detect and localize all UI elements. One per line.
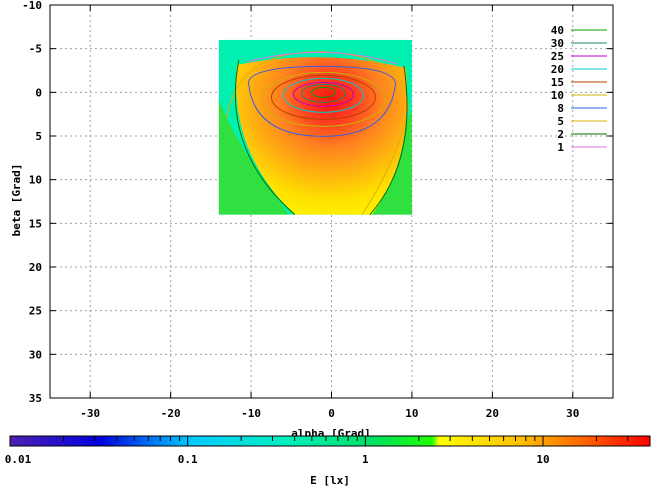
heatmap-low-band-right [336, 109, 412, 215]
legend-entry-label: 5 [557, 115, 564, 128]
legend-entry-label: 8 [557, 102, 564, 115]
legend-entry-label: 25 [551, 50, 564, 63]
contour-1 [246, 51, 399, 65]
contour-lines [226, 51, 409, 215]
y-axis-label: beta [Grad] [10, 164, 23, 237]
legend-entry-label: 20 [551, 63, 564, 76]
contour-15 [270, 74, 376, 120]
contour-30 [300, 83, 346, 103]
y-tick-label: 0 [35, 86, 42, 99]
colorbar-tick-label: 10 [536, 453, 549, 466]
y-tick-label: -5 [29, 43, 42, 56]
contour-40 [310, 86, 336, 98]
y-tick-label: 35 [29, 392, 42, 405]
colorbar-gradient [9, 435, 651, 447]
legend-entry-label: 1 [557, 141, 564, 154]
colorbar-tick-label: 0.1 [178, 453, 198, 466]
y-tick-label: 5 [35, 130, 42, 143]
x-tick-label: -10 [241, 407, 261, 420]
colorbar-tick-label: 1 [362, 453, 369, 466]
y-tick-label: -10 [22, 0, 42, 12]
contour-10 [260, 71, 386, 127]
contour-2-left [234, 59, 296, 215]
legend-entry-label: 15 [551, 76, 564, 89]
y-tick-label: 20 [29, 261, 42, 274]
legend-entry-label: 30 [551, 37, 564, 50]
heatmap-low-band-left [218, 99, 289, 215]
colorbar-ticks: 0.01 0.1 1 10 [5, 436, 651, 466]
colorbar: 0.01 0.1 1 10 [5, 435, 651, 466]
contour-5 [226, 51, 409, 215]
contour-20 [282, 77, 364, 113]
colorbar-tick-label: 0.01 [5, 453, 32, 466]
x-axis: -30 -20 -10 0 10 20 30 [80, 5, 579, 420]
legend-entry-label: 2 [557, 128, 564, 141]
x-tick-label: -20 [161, 407, 181, 420]
x-tick-label: 30 [566, 407, 579, 420]
legend-entry-label: 10 [551, 89, 564, 102]
y-tick-label: 25 [29, 305, 42, 318]
x-tick-label: -30 [80, 407, 100, 420]
x-tick-label: 10 [405, 407, 418, 420]
y-tick-label: 15 [29, 217, 42, 230]
contour-25 [292, 81, 354, 107]
y-tick-label: 10 [29, 174, 42, 187]
x-tick-label: 20 [486, 407, 499, 420]
contour-2-right [369, 65, 408, 215]
legend-entry-label: 40 [551, 24, 564, 37]
colorbar-label: E [lx] [310, 474, 350, 486]
y-tick-label: 30 [29, 348, 42, 361]
contour-8 [247, 65, 396, 137]
x-tick-label: 0 [328, 407, 335, 420]
